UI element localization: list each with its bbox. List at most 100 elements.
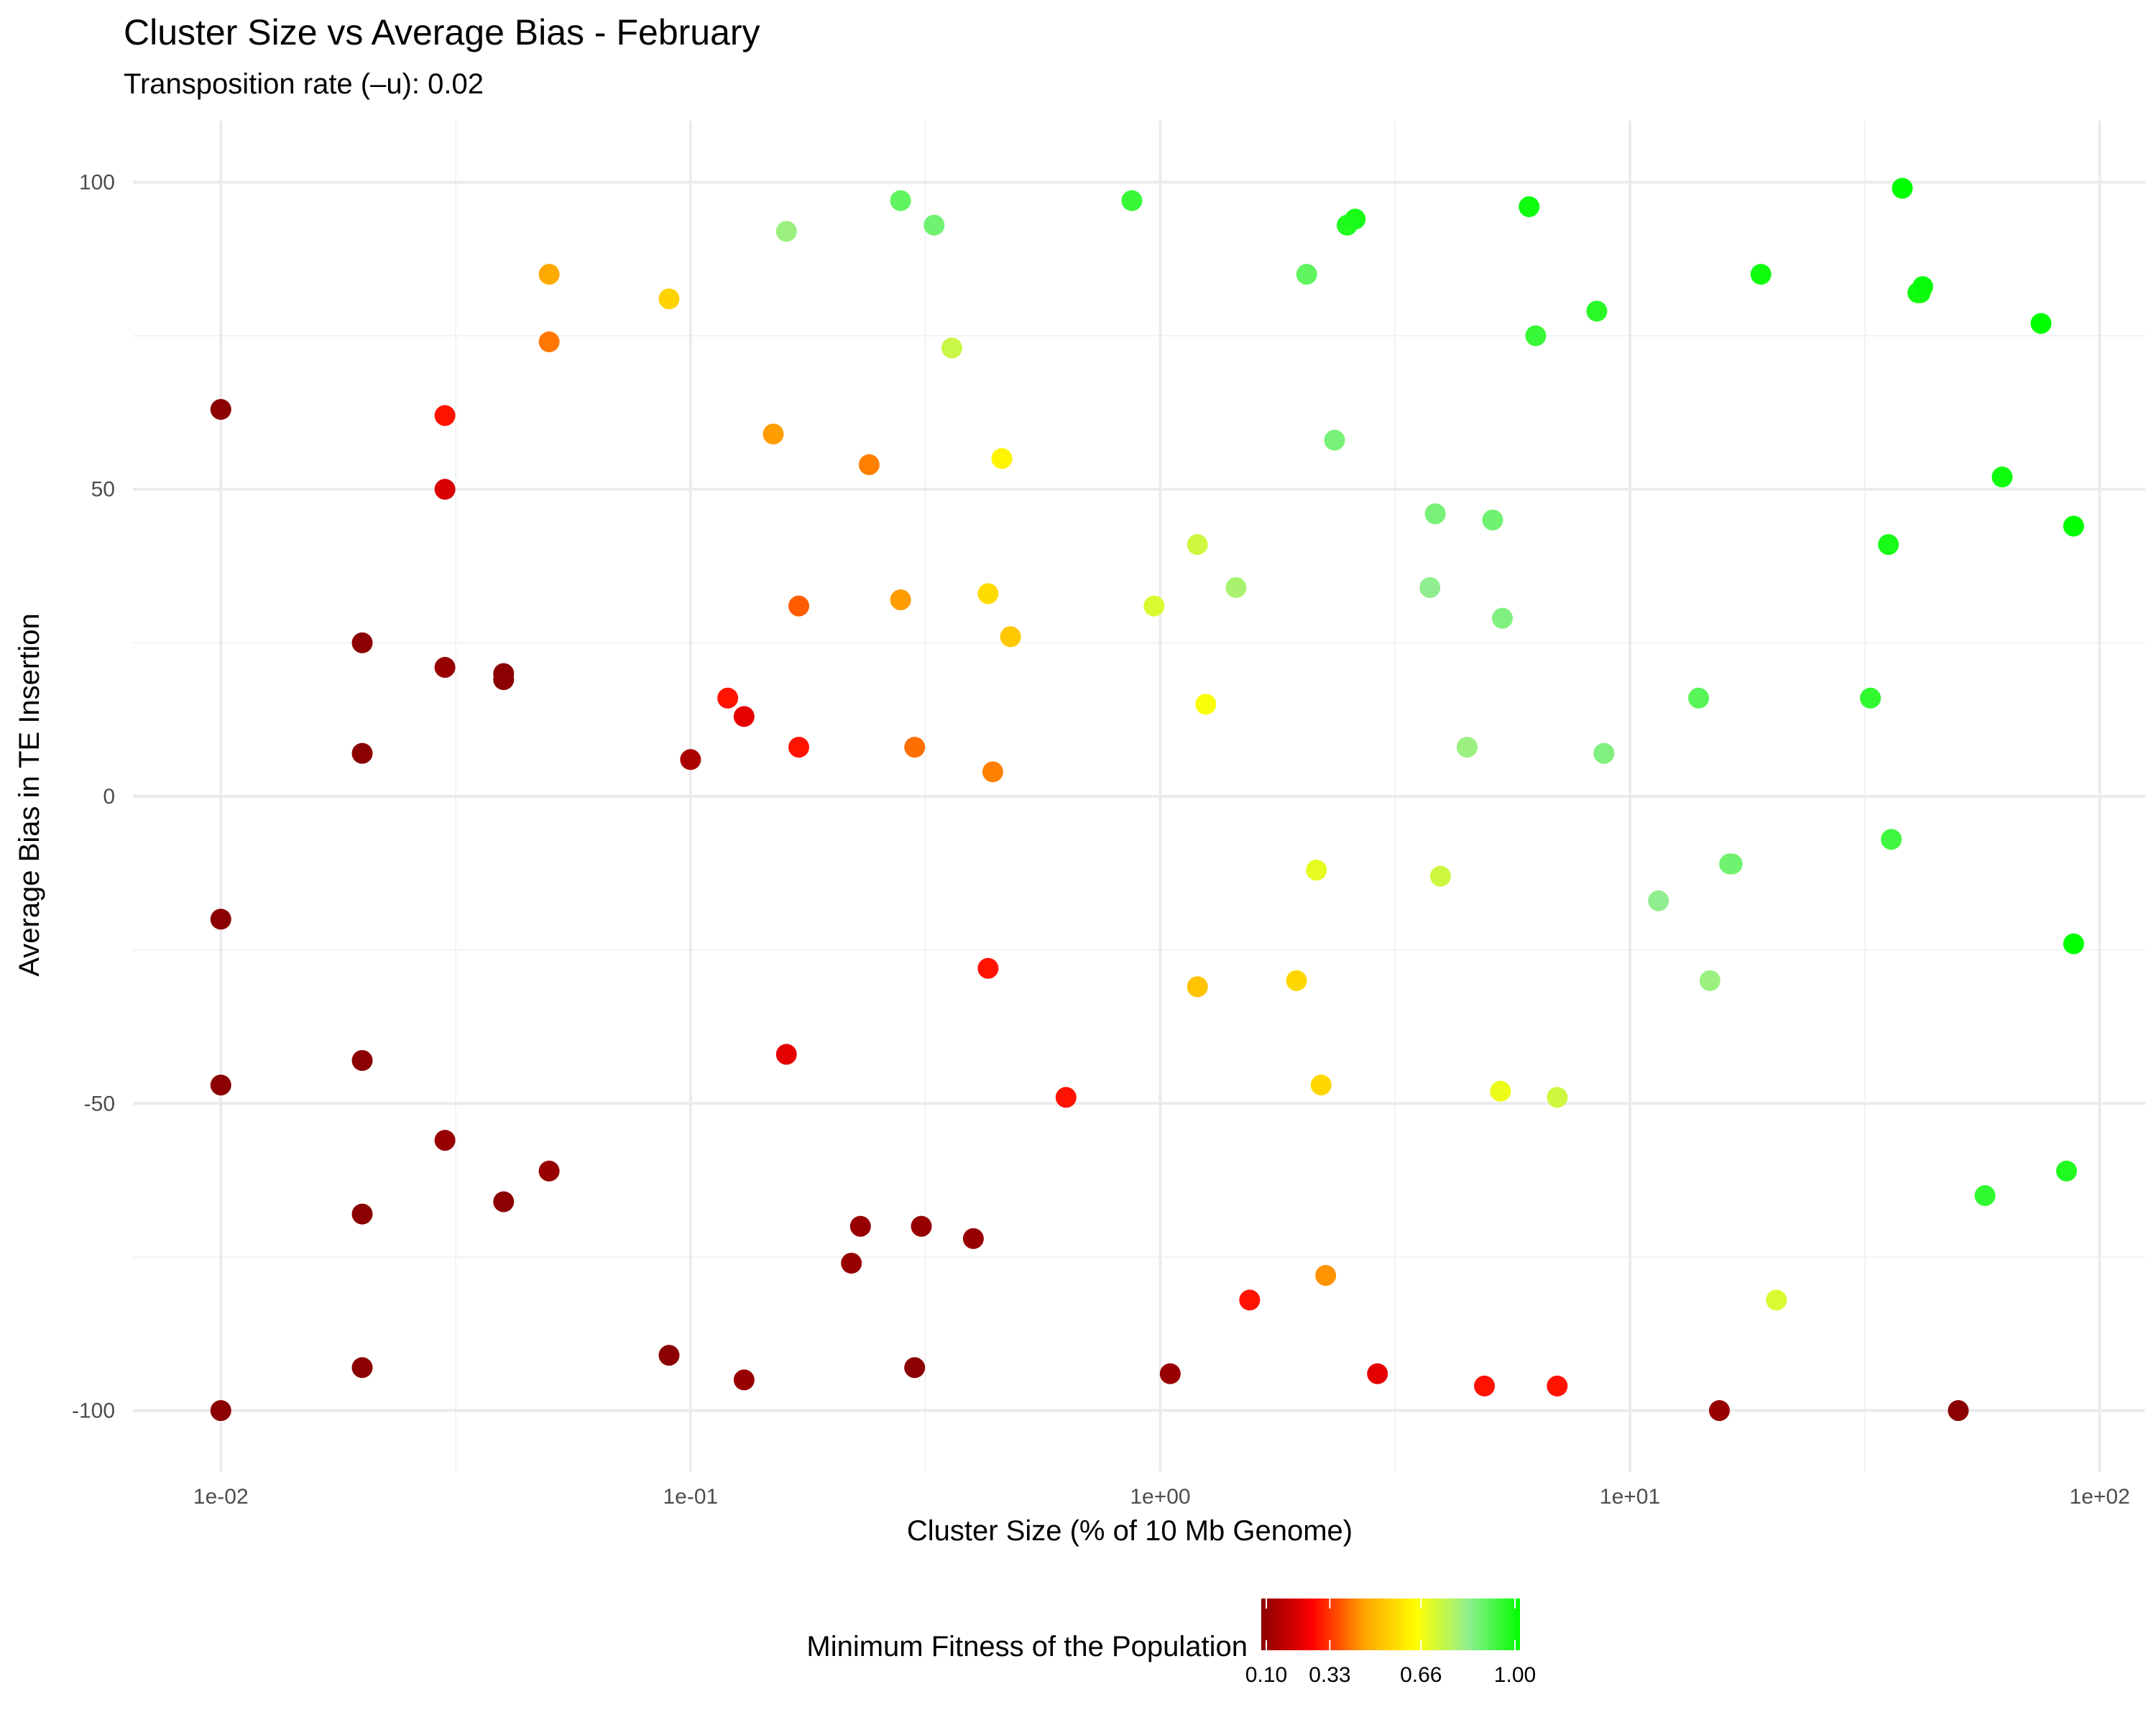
data-point (2063, 933, 2084, 954)
data-point (1492, 607, 1514, 629)
data-point (941, 337, 962, 359)
data-point (1121, 190, 1143, 211)
data-point (1225, 576, 1247, 598)
data-point (977, 583, 999, 604)
legend-colorbar (1261, 1598, 1520, 1650)
data-point (962, 1228, 984, 1249)
data-point (351, 632, 373, 653)
x-tick-label: 1e+00 (1130, 1485, 1190, 1509)
y-axis-title: Average Bias in TE Insertion (14, 613, 45, 976)
data-point (1143, 595, 1165, 617)
data-point (2056, 1160, 2078, 1182)
data-point (849, 1215, 871, 1237)
data-point (1345, 208, 1366, 230)
data-point (1547, 1375, 1568, 1397)
data-point (538, 331, 560, 353)
data-point (1239, 1289, 1261, 1311)
data-point (680, 749, 701, 770)
x-tick-label: 1e+01 (1600, 1485, 1660, 1509)
data-point (733, 706, 755, 727)
data-point (1429, 865, 1451, 887)
data-point (1912, 276, 1933, 298)
data-point (923, 214, 945, 236)
y-tick-label: 100 (79, 170, 115, 194)
data-point (658, 288, 680, 310)
data-point (1324, 429, 1345, 451)
data-point (1525, 325, 1547, 346)
legend-tick-label: 0.33 (1309, 1663, 1350, 1687)
data-point (351, 1203, 373, 1225)
data-point (1159, 1363, 1181, 1384)
data-point (1286, 970, 1307, 991)
plot-grid (133, 121, 2145, 1472)
data-point (904, 737, 926, 758)
data-point (351, 742, 373, 764)
data-point (493, 669, 515, 691)
data-point (763, 423, 784, 445)
data-point (1974, 1184, 1996, 1206)
data-point (1310, 1075, 1332, 1096)
data-point (841, 1252, 862, 1274)
data-point (1708, 1400, 1730, 1422)
data-point (1456, 737, 1478, 758)
data-point (890, 589, 911, 611)
data-point (1688, 687, 1710, 709)
data-point (717, 687, 739, 709)
y-tick-label: -100 (72, 1399, 115, 1423)
data-point (2030, 313, 2052, 334)
data-point (1519, 196, 1540, 218)
data-point (1991, 466, 2013, 488)
legend-ticks: 0.10 0.33 0.66 1.00 (1245, 1598, 1536, 1687)
data-point (210, 399, 231, 420)
data-point (1593, 742, 1615, 764)
data-point (538, 264, 560, 285)
data-point (1878, 534, 1899, 556)
data-point (210, 908, 231, 930)
data-point (658, 1345, 680, 1366)
legend-tick-label: 0.66 (1400, 1663, 1442, 1687)
data-point (434, 1130, 456, 1151)
data-point (351, 1049, 373, 1071)
y-tick-label: -50 (84, 1092, 115, 1116)
y-tick-label: 0 (103, 785, 115, 809)
data-point (1424, 503, 1446, 525)
y-tick-label: 50 (91, 478, 115, 502)
data-point (1860, 687, 1881, 709)
data-point (1187, 976, 1208, 998)
data-point (1482, 509, 1503, 530)
data-point (788, 737, 809, 758)
data-point (982, 761, 1003, 783)
data-point (775, 221, 797, 242)
x-tick-label: 1e-01 (663, 1485, 719, 1509)
data-point (1474, 1375, 1496, 1397)
data-point (1419, 576, 1441, 598)
data-point (1367, 1363, 1388, 1384)
data-point (1766, 1289, 1787, 1311)
y-axis-ticks: 100 50 0 -50 -100 (72, 170, 115, 1422)
data-point (538, 1160, 560, 1182)
data-point (1948, 1400, 1969, 1422)
data-point (351, 1357, 373, 1379)
chart-title: Cluster Size vs Average Bias - February (124, 12, 760, 52)
color-legend: Minimum Fitness of the Population 0.10 0.… (806, 1598, 1536, 1687)
x-axis-title: Cluster Size (% of 10 Mb Genome) (907, 1515, 1353, 1547)
data-point (1000, 626, 1021, 648)
data-point (1306, 860, 1327, 881)
chart-subtitle: Transposition rate (–u): 0.02 (124, 68, 484, 100)
data-point (1881, 829, 1902, 850)
data-point (2063, 515, 2084, 537)
data-point (434, 479, 456, 500)
data-point (1892, 178, 1913, 199)
x-axis-ticks: 1e-02 1e-01 1e+00 1e+01 1e+02 (193, 1485, 2130, 1509)
data-point (1721, 853, 1743, 875)
data-point (858, 454, 880, 476)
data-point (911, 1215, 932, 1237)
data-point (210, 1400, 231, 1422)
data-point (1699, 970, 1720, 991)
data-point (775, 1044, 797, 1065)
data-point (890, 190, 911, 211)
data-point (1315, 1265, 1337, 1287)
x-tick-label: 1e+02 (2070, 1485, 2130, 1509)
data-point (210, 1075, 231, 1096)
